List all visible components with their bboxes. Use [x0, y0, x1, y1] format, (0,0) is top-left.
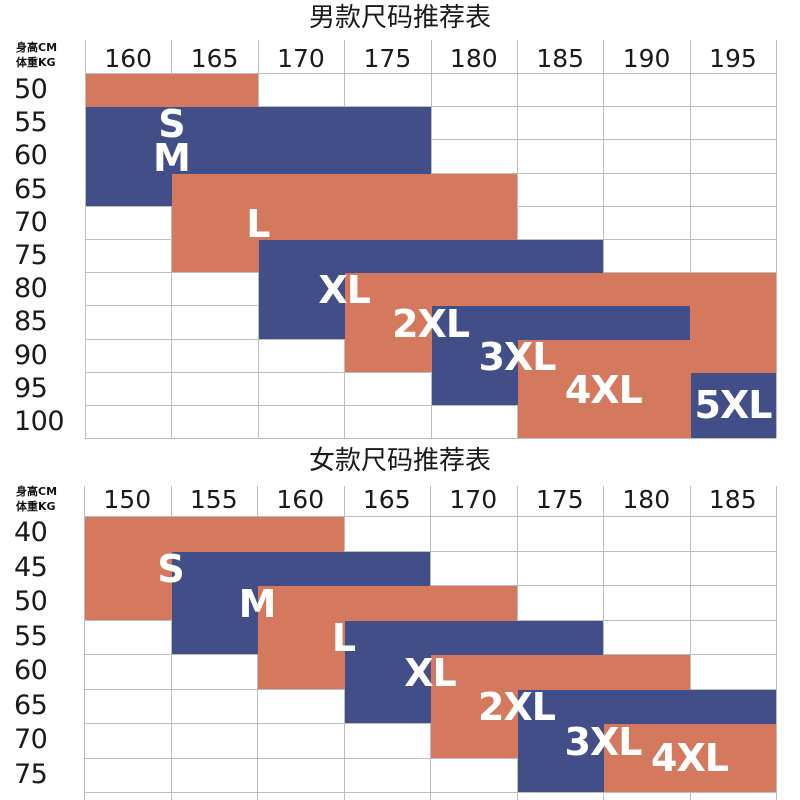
height-tick-label: 155	[189, 485, 238, 514]
men-size-chart: 男款尺码推荐表 身高CM 体重KG 160 165 170 175 180 185 190 1…	[14, 3, 778, 440]
grid-line-horizontal	[85, 371, 776, 373]
weight-tick-label: 100	[14, 406, 65, 437]
grid-line-horizontal	[85, 73, 776, 74]
size-label-l: L	[331, 616, 356, 661]
size-label-m: M	[152, 135, 191, 180]
height-tick-label: 185	[708, 485, 757, 514]
grid-line-horizontal	[85, 106, 776, 108]
weight-tick-label: 90	[14, 339, 48, 371]
weight-tick-label: 50	[14, 586, 48, 617]
axis-corner-label: 身高CM 体重KG	[16, 484, 82, 514]
women-size-chart: 女款尺码推荐表 身高CM 体重KG 150 155 160 165 170 175 180 1…	[0, 440, 800, 800]
size-label-xl: XL	[318, 268, 371, 313]
weight-axis-label: 体重KG	[16, 500, 56, 513]
weight-tick-label: 75	[14, 758, 48, 790]
weight-tick-label: 75	[14, 240, 48, 271]
grid-line-horizontal	[84, 585, 776, 586]
size-label-3xl: 3XL	[478, 334, 557, 379]
size-label-4xl: 4XL	[564, 368, 643, 413]
weight-tick-label: 60	[14, 655, 48, 686]
weight-tick-label: 50	[14, 74, 48, 105]
size-label-2xl: 2XL	[478, 685, 556, 730]
size-label-3xl: 3XL	[564, 719, 643, 764]
height-tick-label: 180	[622, 485, 671, 514]
height-tick-label: 175	[363, 44, 412, 73]
grid-line-vertical	[776, 486, 777, 800]
height-tick-label: 185	[536, 44, 585, 73]
height-tick-label: 160	[276, 485, 325, 514]
weight-tick-label: 85	[14, 306, 48, 338]
size-label-5xl: 5XL	[694, 383, 773, 427]
grid-line-vertical	[170, 486, 172, 800]
weight-tick-label: 55	[14, 620, 48, 652]
weight-tick-label: 65	[14, 689, 48, 721]
size-label-2xl: 2XL	[392, 301, 470, 346]
size-label-s: S	[158, 102, 185, 147]
grid-line-horizontal	[84, 550, 776, 552]
height-tick-label: 195	[709, 44, 757, 73]
grid-line-horizontal	[84, 723, 776, 724]
weight-tick-label: 95	[14, 372, 48, 404]
size-block-5xl	[690, 372, 777, 439]
height-axis-label: 身高CM	[16, 41, 58, 54]
height-tick-label: 165	[190, 44, 239, 73]
grid-line-vertical	[689, 486, 691, 800]
height-tick-label: 170	[449, 485, 498, 514]
grid-line-horizontal	[85, 438, 776, 440]
grid-line-vertical	[603, 486, 604, 800]
size-label-l: L	[246, 202, 270, 247]
weight-tick-label: 80	[14, 273, 48, 305]
size-block-4xl	[604, 724, 776, 792]
axis-corner-label: 身高CM 体重KG	[16, 40, 82, 70]
size-label-xl: XL	[404, 650, 457, 695]
height-tick-label: 180	[449, 44, 498, 73]
weight-axis-label: 体重KG	[16, 56, 56, 69]
weight-tick-label: 40	[14, 517, 48, 548]
height-tick-label: 175	[535, 485, 584, 514]
height-tick-label: 150	[103, 485, 152, 514]
grid-line-horizontal	[84, 792, 776, 793]
weight-tick-label: 70	[14, 206, 48, 238]
height-tick-label: 170	[277, 44, 325, 73]
grid-line-horizontal	[84, 757, 776, 759]
height-tick-label: 160	[104, 44, 153, 73]
size-label-s: S	[157, 547, 184, 592]
weight-tick-label: 65	[14, 173, 48, 205]
chart-title: 男款尺码推荐表	[308, 3, 491, 33]
weight-tick-label: 60	[14, 140, 48, 172]
grid-line-vertical	[84, 486, 85, 800]
weight-tick-label: 45	[14, 551, 48, 583]
grid-line-horizontal	[84, 516, 776, 517]
weight-tick-label: 55	[14, 107, 48, 139]
weight-tick-label: 70	[14, 724, 48, 755]
size-label-4xl: 4XL	[651, 735, 729, 780]
grid-line-horizontal	[85, 405, 776, 406]
size-label-m: M	[238, 581, 277, 626]
grid-line-vertical	[776, 40, 778, 438]
chart-title: 女款尺码推荐表	[308, 446, 491, 476]
height-tick-label: 190	[622, 44, 671, 73]
height-tick-label: 165	[362, 485, 411, 514]
height-axis-label: 身高CM	[16, 485, 58, 498]
